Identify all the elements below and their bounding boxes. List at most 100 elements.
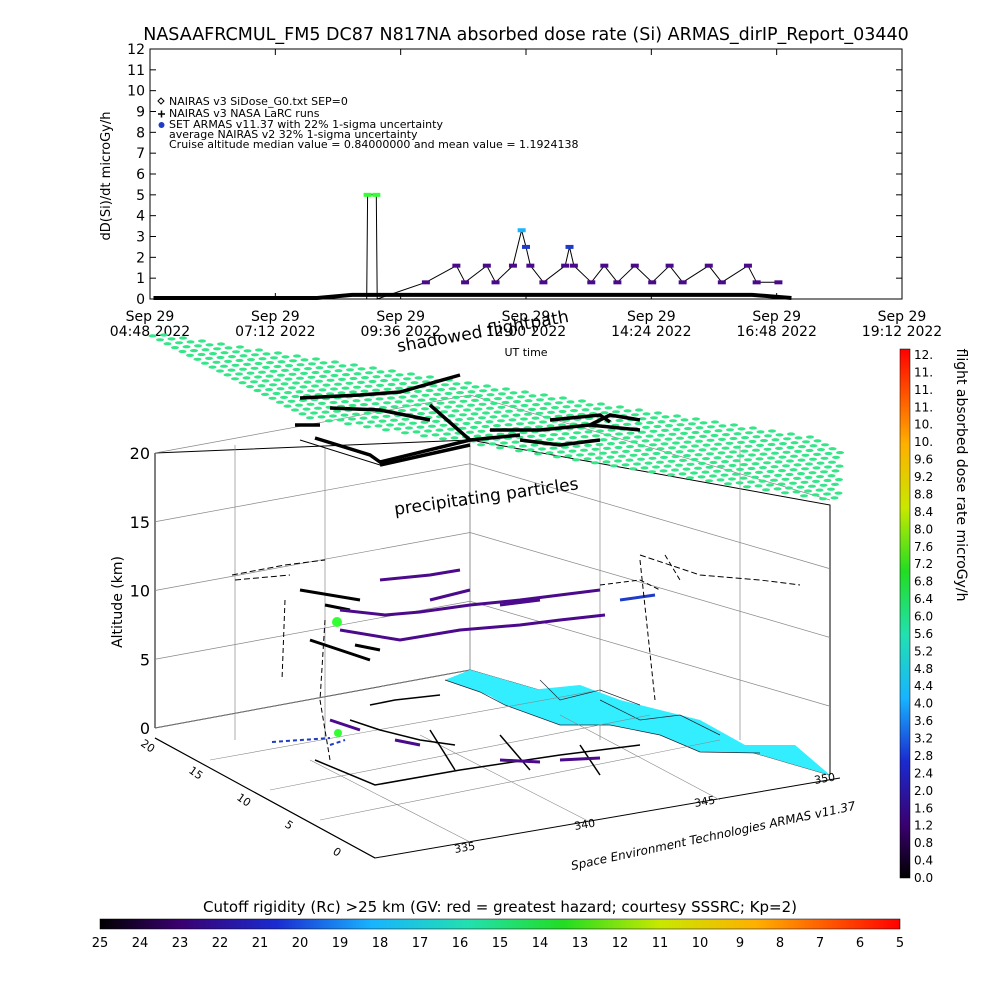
particle-cell (508, 418, 517, 422)
particle-cell (334, 369, 343, 373)
particle-cell (812, 466, 821, 470)
particle-cell (580, 435, 589, 439)
particle-cell (718, 437, 726, 441)
particle-cell (786, 459, 794, 463)
particle-cell (346, 368, 354, 372)
particle-cell (661, 428, 669, 432)
particle-cell (675, 463, 683, 467)
particle-cell (341, 386, 350, 390)
particle-cell (634, 435, 642, 439)
z-axis-ticks: 0 5 10 15 20 (130, 444, 150, 738)
particle-cell (739, 476, 748, 480)
particle-cell (785, 486, 793, 490)
particle-cell (694, 466, 702, 470)
particle-cell (775, 433, 784, 437)
particle-cell (420, 434, 428, 438)
particle-cell (634, 421, 643, 426)
grid-level (154, 394, 831, 501)
particle-cell (307, 375, 316, 379)
y3-tick-label: 15 (186, 764, 205, 783)
particle-cell (603, 433, 612, 437)
particle-cell (306, 402, 315, 406)
particle-cell (429, 397, 437, 401)
plus-marker-icon (158, 110, 165, 118)
colorbar-tick-label: 8.8 (914, 487, 933, 501)
particle-cell (683, 454, 691, 458)
particle-cell (414, 389, 422, 393)
particle-cell (284, 391, 292, 395)
particle-cell (798, 445, 806, 449)
particle-cell (809, 444, 818, 448)
particle-cell (816, 461, 825, 465)
particle-cell (562, 405, 571, 409)
y3-tick-label: 20 (138, 737, 157, 756)
particle-cell (424, 429, 432, 433)
particle-cell (382, 414, 391, 418)
colorbar-tick-label: 7 (816, 936, 824, 951)
particle-cell (311, 370, 320, 375)
particle-cell (474, 407, 483, 411)
particle-cell (580, 448, 588, 452)
particle-cell (800, 494, 808, 498)
particle-cell (676, 423, 685, 427)
particle-cell (740, 449, 749, 453)
y-tick-label: 4 (136, 209, 145, 225)
particle-cell (679, 445, 688, 449)
particle-cell (682, 467, 691, 471)
particle-cell (527, 434, 535, 438)
particle-cell (819, 483, 828, 487)
particle-cell (254, 361, 263, 366)
particle-cell (497, 419, 505, 423)
particle-cell (775, 446, 783, 450)
colorbar-tick-label: 1.6 (914, 801, 933, 815)
particle-cell (794, 436, 803, 440)
particle-cell (569, 436, 577, 440)
particle-cell (759, 466, 767, 470)
particle-cell (338, 364, 347, 368)
particle-cell (786, 445, 795, 450)
particle-cell (635, 408, 643, 412)
particle-cell (216, 369, 224, 373)
coastline (444, 679, 761, 754)
particle-cell (477, 443, 485, 447)
colorbar-label: flight absorbed dose rate microGy/h (953, 349, 969, 602)
particle-cell (295, 390, 304, 394)
particle-cell (687, 435, 696, 439)
particle-cell (737, 440, 745, 444)
z-tick-label: 20 (130, 444, 150, 463)
particle-cell (557, 450, 565, 454)
particle-cell (672, 427, 681, 432)
particle-cell (148, 334, 157, 338)
particle-cell (697, 475, 706, 479)
particle-cell (744, 458, 752, 462)
particle-cell (250, 380, 258, 384)
particle-cell (785, 472, 794, 477)
particle-cell (660, 442, 669, 446)
particle-cell (459, 399, 468, 403)
particle-cell (823, 478, 832, 483)
particle-cell (447, 414, 456, 418)
legend-label: Cruise altitude median value = 0.8400000… (169, 138, 579, 151)
particle-cell (568, 449, 577, 453)
particle-cell (808, 484, 816, 488)
particle-cell (680, 431, 688, 435)
particle-cell (387, 396, 395, 400)
3d-floor (154, 689, 841, 859)
particle-cell (231, 377, 239, 381)
particle-cell (688, 422, 696, 426)
particle-cell (641, 452, 649, 456)
particle-cell (417, 398, 426, 402)
particle-cell (258, 357, 267, 361)
particle-cell (592, 434, 600, 438)
particle-cell (428, 411, 437, 415)
particle-cell (736, 467, 744, 471)
particle-cell (190, 349, 198, 353)
particle-cell (706, 452, 714, 456)
particle-cell (686, 462, 695, 466)
particle-cell (280, 395, 288, 399)
particle-cell (722, 433, 730, 437)
particle-cell (721, 460, 729, 464)
x-tick-day: Sep 29 (126, 309, 175, 325)
particle-cell (782, 450, 791, 454)
